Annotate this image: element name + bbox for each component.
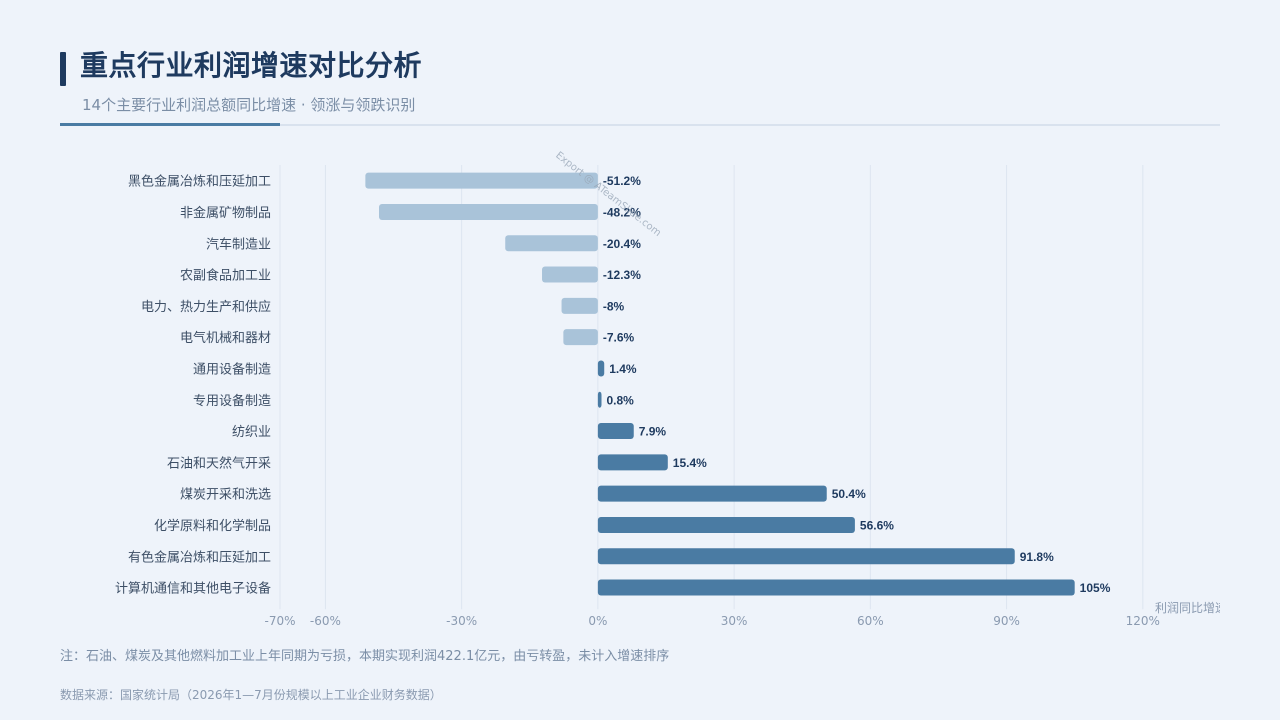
profit-growth-bar-chart: -70% -60% -30% 0% 30% 60% 90% 120%利润同比增速 黑色金属冶炼和… [115,165,1227,628]
data-label: -8% [603,299,625,313]
category-label: 专用设备制造 [193,393,271,409]
category-label: 电气机械和器材 [180,330,271,346]
data-label: 50.4% [832,487,866,501]
bar [561,297,598,314]
x-tick-label: 30% [721,614,748,628]
bar [597,579,1075,596]
bar [597,423,634,440]
data-label: -7.6% [603,331,635,345]
x-tick-label: 0% [588,614,607,628]
x-tick-label: 120% [1126,614,1160,628]
category-label: 有色金属冶炼和压延加工 [128,549,271,565]
category-label: 计算机通信和其他电子设备 [115,581,271,597]
page-subtitle: 14个主要行业利润总额同比增速 · 领涨与领跌识别 [82,96,416,114]
data-label: 91.8% [1020,550,1054,564]
x-tick-label: 90% [993,614,1020,628]
bar [365,172,598,189]
title-accent-bar [60,52,66,86]
data-label: -48.2% [603,205,641,219]
data-label: 105% [1080,581,1111,595]
footnote: 注：石油、煤炭及其他燃料加工业上年同期为亏损，本期实现利润422.1亿元，由亏转… [60,649,670,664]
category-label: 石油和天然气开采 [167,455,271,471]
data-label: -51.2% [603,174,641,188]
category-label: 电力、热力生产和供应 [141,299,271,315]
bar [597,548,1015,565]
category-label: 农副食品加工业 [180,268,271,284]
bar [597,485,827,502]
bar [542,266,598,283]
category-label: 通用设备制造 [193,361,271,377]
category-label: 化学原料和化学制品 [154,518,271,534]
header-divider [60,124,1220,126]
category-label: 汽车制造业 [206,236,271,252]
category-label: 非金属矿物制品 [180,205,271,221]
bar [505,235,598,252]
bar [597,516,855,533]
data-label: -12.3% [603,268,641,282]
bar [597,360,605,377]
bar [597,454,668,471]
data-label: -20.4% [603,237,641,251]
category-label: 黑色金属冶炼和压延加工 [128,174,271,190]
data-label: 1.4% [609,362,637,376]
data-label: 56.6% [860,518,894,532]
x-tick-label: -60% [310,614,341,628]
data-source: 数据来源：国家统计局（2026年1—7月份规模以上工业企业财务数据） [60,688,442,702]
x-tick-label: -70% [264,614,295,628]
bar [597,391,602,408]
x-axis-label: 利润同比增速 [1155,601,1227,615]
header-divider-accent [60,123,280,126]
bar [563,329,598,346]
category-label: 纺织业 [232,425,271,440]
x-tick-label: 60% [857,614,884,628]
bar [378,203,598,220]
data-label: 0.8% [607,393,635,407]
data-label: 7.9% [639,425,667,439]
category-label: 煤炭开采和洗选 [180,488,271,503]
data-label: 15.4% [673,456,707,470]
x-tick-label: -30% [446,614,477,628]
page-title: 重点行业利润增速对比分析 [80,49,423,82]
